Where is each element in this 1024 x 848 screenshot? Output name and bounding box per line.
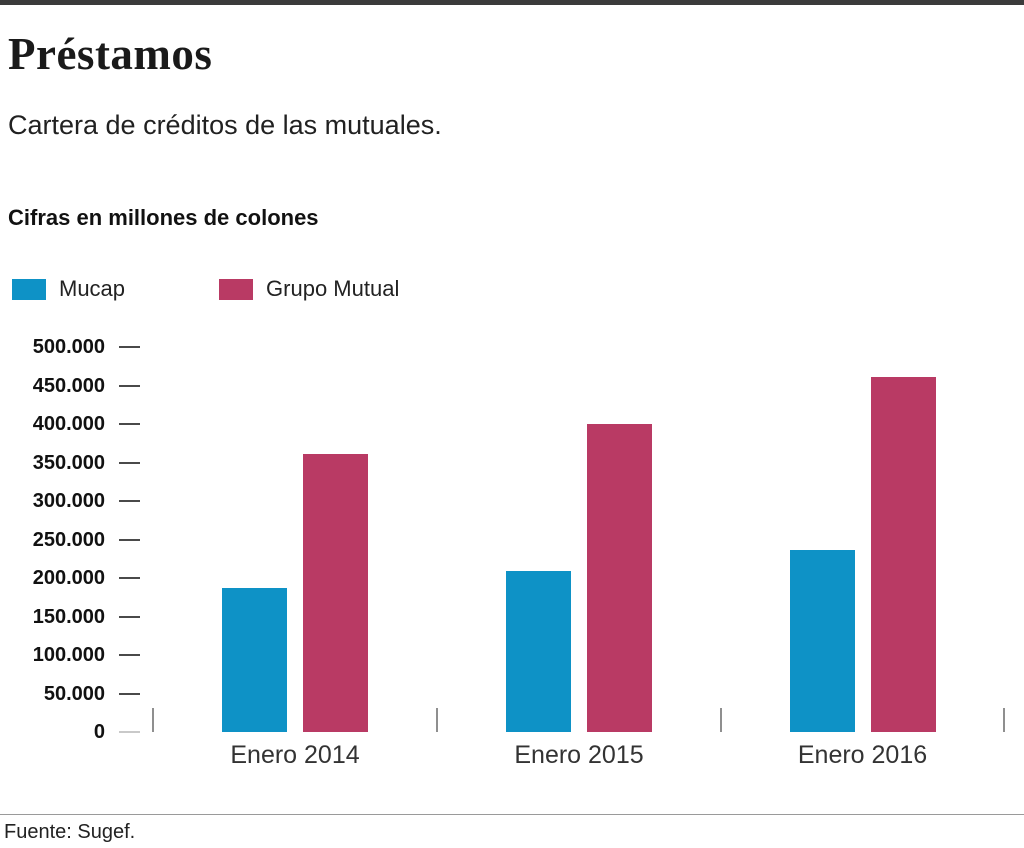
y-axis-tick-mark [119,461,140,464]
bar-mucap-enero-2015 [506,571,571,732]
y-axis-tick-mark [119,577,140,579]
chart-legend: Mucap Grupo Mutual [12,276,399,302]
y-axis-tick-label: 50.000 [43,682,105,705]
chart-units-label: Cifras en millones de colones [8,205,319,230]
y-axis-tick-mark [119,384,140,387]
page-subtitle: Cartera de créditos de las mutuales. [8,110,442,140]
y-axis-tick-mark [119,654,140,656]
bar-mucap-enero-2014 [222,588,287,732]
y-axis-tick-label: 250.000 [32,528,105,551]
legend-label-mucap: Mucap [59,276,126,301]
y-axis-tick-label: 450.000 [32,374,105,397]
y-axis-tick-mark [119,692,140,695]
grupo-mutual-swatch-icon [219,278,254,300]
y-axis-tick-label: 0 [93,721,105,743]
y-axis-tick-label: 300.000 [32,490,105,512]
y-axis-tick-label: 200.000 [32,567,105,589]
y-axis-tick-mark [119,423,140,425]
bar-grupo-mutual-enero-2016 [870,377,936,732]
x-axis-boundary-tick [1003,708,1005,732]
bar-mucap-enero-2016 [789,550,855,732]
x-axis-boundary-tick [436,708,438,732]
y-axis-tick-label: 100.000 [32,644,105,666]
legend-item-mucap: Mucap [12,276,125,302]
source-credit: Fuente: Sugef. [4,821,136,843]
x-axis-boundary-tick [152,708,154,732]
mucap-swatch-icon [12,278,46,300]
x-axis-boundary-tick [720,708,722,732]
y-axis-tick-mark [119,731,140,733]
bar-grupo-mutual-enero-2014 [303,454,368,732]
x-axis-category-label: Enero 2016 [797,741,928,769]
legend-item-grupo-mutual: Grupo Mutual [219,276,399,302]
y-axis-tick-mark [119,538,140,541]
y-axis-tick-mark [119,500,140,502]
y-axis-tick-label: 400.000 [32,413,105,435]
y-axis-tick-mark [119,615,140,618]
top-accent-bar [0,0,1024,5]
x-axis-category-label: Enero 2015 [514,741,644,769]
y-axis-tick-label: 500.000 [32,336,105,358]
legend-label-grupo-mutual: Grupo Mutual [266,276,400,301]
y-axis-tick-mark [119,346,140,348]
footer-divider [0,814,1024,815]
x-axis-category-label: Enero 2014 [230,741,360,769]
y-axis-tick-label: 150.000 [32,605,105,628]
page-title: Préstamos [8,29,213,79]
bar-grupo-mutual-enero-2015 [587,424,652,732]
y-axis-tick-label: 350.000 [32,451,105,474]
